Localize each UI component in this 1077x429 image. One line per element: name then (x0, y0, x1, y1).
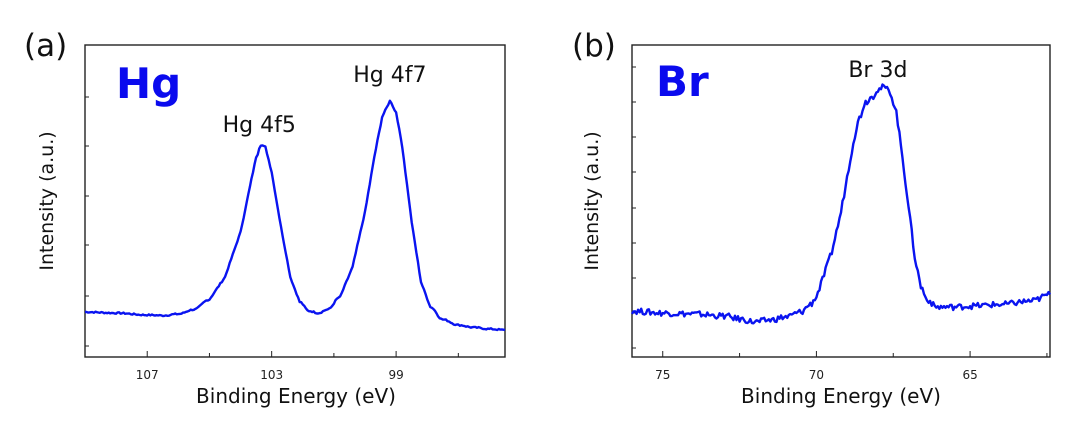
y-axis-label: Intensity (a.u.) (581, 131, 603, 270)
peak-annotation: Hg 4f5 (223, 113, 296, 138)
x-tick-label: 107 (136, 368, 159, 382)
panel-a-hg: (a) Hg Binding Energy (eV) Intensity (a.… (24, 28, 506, 408)
element-label: Hg (116, 59, 181, 108)
panel-label: (b) (572, 28, 616, 64)
panel-b-br: (b) Br Binding Energy (eV) Intensity (a.… (572, 28, 1052, 408)
x-axis-label: Binding Energy (eV) (196, 384, 396, 408)
spectrum-line (84, 99, 506, 332)
peak-annotation: Hg 4f7 (353, 63, 426, 88)
plot-frame (631, 44, 1051, 358)
panel-label: (a) (24, 28, 67, 64)
x-tick-label: 103 (260, 368, 283, 382)
x-tick-label: 65 (962, 368, 977, 382)
peak-annotation: Br 3d (848, 58, 907, 83)
spectrum-line (630, 83, 1052, 325)
x-tick-label: 70 (809, 368, 824, 382)
plot-frame (84, 44, 506, 358)
x-tick-label: 99 (388, 368, 403, 382)
element-label: Br (656, 57, 709, 106)
x-axis-label: Binding Energy (eV) (741, 384, 941, 408)
y-axis-label: Intensity (a.u.) (36, 131, 58, 270)
x-tick-label: 75 (655, 368, 670, 382)
